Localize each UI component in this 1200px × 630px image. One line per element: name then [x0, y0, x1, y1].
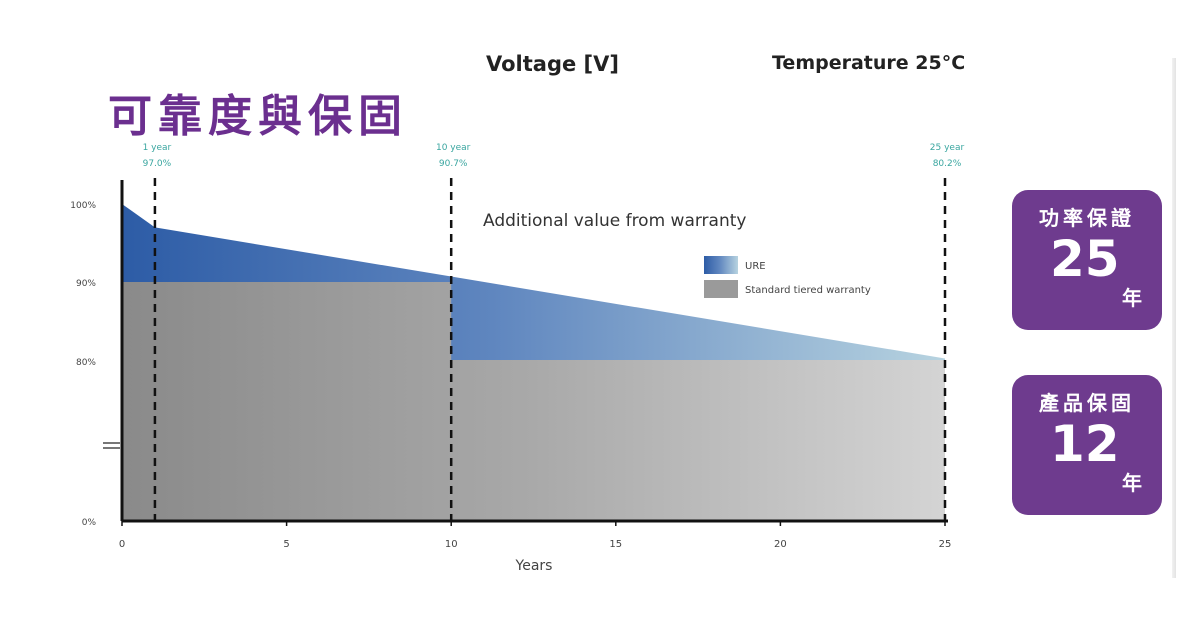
product-warranty-years: 12	[1050, 415, 1120, 473]
product-warranty-title: 產品保固	[1039, 391, 1135, 415]
chart-title: Additional value from warranty	[483, 211, 746, 231]
y-tick-label: 100%	[70, 201, 96, 211]
product-warranty-badge: 產品保固 12 年	[1012, 375, 1162, 515]
page-title: 可靠度與保固	[108, 91, 408, 142]
x-axis-label: Years	[515, 558, 553, 574]
standard-warranty-area	[122, 282, 945, 521]
y-tick-label: 0%	[82, 518, 97, 528]
year-marker-label: 1 year	[143, 143, 172, 153]
x-tick-label: 20	[774, 539, 787, 550]
legend-swatch-ure	[704, 256, 738, 274]
legend-swatch-standard	[704, 280, 738, 298]
panel-divider	[1172, 58, 1176, 578]
temperature-heading: Temperature 25°C	[772, 52, 966, 74]
power-warranty-years: 25	[1050, 230, 1120, 288]
legend-label-ure: URE	[745, 261, 766, 272]
product-warranty-unit: 年	[1122, 471, 1142, 495]
year-marker-label: 25 year	[930, 143, 965, 153]
x-tick-label: 15	[609, 539, 622, 550]
year-marker-value: 80.2%	[933, 159, 962, 169]
legend-label-standard: Standard tiered warranty	[745, 285, 871, 296]
y-tick-label: 90%	[76, 279, 96, 289]
warranty-chart: 0% 80% 90% 100% 0 5 10 15 20 25 1 year 97.0% 10 year…	[70, 143, 965, 574]
x-tick-label: 10	[445, 539, 458, 550]
x-tick-label: 0	[119, 539, 125, 550]
power-warranty-unit: 年	[1122, 286, 1142, 310]
x-tick-label: 25	[939, 539, 952, 550]
power-warranty-title: 功率保證	[1039, 206, 1135, 230]
voltage-heading: Voltage [V]	[486, 52, 619, 76]
year-marker-label: 10 year	[436, 143, 471, 153]
power-warranty-badge: 功率保證 25 年	[1012, 190, 1162, 330]
year-marker-value: 97.0%	[143, 159, 172, 169]
year-marker-value: 90.7%	[439, 159, 468, 169]
x-tick-label: 5	[283, 539, 289, 550]
y-tick-label: 80%	[76, 358, 96, 368]
